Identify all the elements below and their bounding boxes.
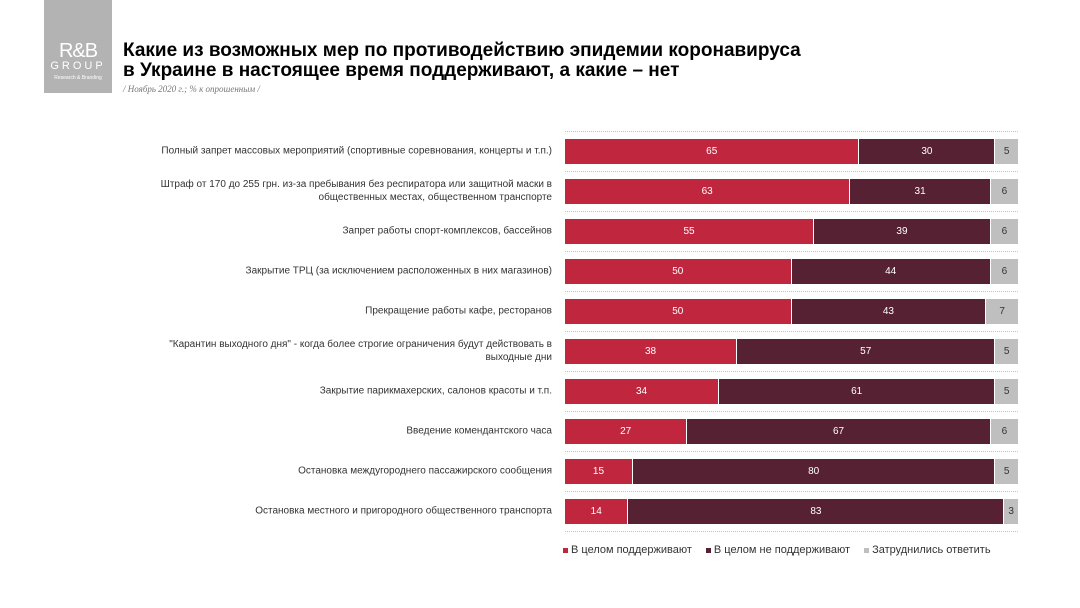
bar-segment: 31 bbox=[850, 179, 991, 204]
legend: В целом поддерживают В целом не поддержив… bbox=[563, 544, 991, 556]
chart-title: Какие из возможных мер по противодействи… bbox=[123, 40, 801, 81]
bar-segment: 34 bbox=[565, 379, 720, 404]
logo-text: GROUP bbox=[50, 60, 106, 72]
bar-segment: 5 bbox=[995, 459, 1018, 484]
gridline bbox=[565, 291, 1018, 292]
bar-segment: 44 bbox=[791, 259, 991, 284]
bar-segment: 63 bbox=[565, 179, 851, 204]
category-label: Полный запрет массовых мероприятий (спор… bbox=[161, 145, 552, 157]
gridline bbox=[565, 371, 1018, 372]
legend-item: В целом поддерживают bbox=[563, 544, 692, 556]
bar-segment: 6 bbox=[990, 419, 1018, 444]
bar-segment: 61 bbox=[719, 379, 996, 404]
category-label: Закрытие ТРЦ (за исключением расположенн… bbox=[245, 265, 552, 277]
gridline bbox=[565, 411, 1018, 412]
bar-segment: 39 bbox=[814, 219, 991, 244]
legend-label: В целом не поддерживают bbox=[713, 544, 851, 556]
bar-segment: 14 bbox=[565, 499, 629, 524]
gridline bbox=[565, 491, 1018, 492]
logo: R&B GROUP Research & Branding bbox=[44, 0, 112, 93]
bar-segment: 27 bbox=[565, 419, 688, 444]
category-label: Остановка местного и пригородного общест… bbox=[255, 505, 552, 517]
chart-subtitle: / Ноябрь 2020 г.; % к опрошенным / bbox=[123, 84, 260, 94]
category-label: Остановка междугороднего пассажирского с… bbox=[298, 465, 552, 477]
legend-swatch bbox=[705, 547, 711, 553]
bar-segment: 30 bbox=[859, 139, 996, 164]
category-label: Запрет работы спорт-комплексов, бассейно… bbox=[342, 225, 552, 237]
bar-segment: 7 bbox=[986, 299, 1018, 324]
bar-segment: 6 bbox=[990, 259, 1018, 284]
gridline bbox=[565, 171, 1018, 172]
bar-segment: 5 bbox=[995, 379, 1018, 404]
category-label: Штраф от 170 до 255 грн. из-за пребывани… bbox=[160, 179, 552, 203]
category-label: Введение комендантского часа bbox=[406, 425, 552, 437]
bar-segment: 83 bbox=[628, 499, 1005, 524]
category-label: "Карантин выходного дня" - когда более с… bbox=[169, 339, 552, 363]
bar-segment: 43 bbox=[791, 299, 987, 324]
legend-item: В целом не поддерживают bbox=[705, 544, 851, 556]
gridline bbox=[565, 331, 1018, 332]
bar-segment: 6 bbox=[990, 219, 1018, 244]
category-label: Закрытие парикмахерских, салонов красоты… bbox=[319, 385, 552, 397]
bar-segment: 5 bbox=[995, 339, 1018, 364]
bar-segment: 50 bbox=[565, 299, 792, 324]
legend-label: В целом поддерживают bbox=[571, 544, 692, 556]
gridline bbox=[565, 131, 1018, 132]
bar-segment: 3 bbox=[1004, 499, 1018, 524]
category-label: Прекращение работы кафе, ресторанов bbox=[365, 305, 552, 317]
legend-label: Затруднились ответить bbox=[872, 544, 991, 556]
gridline bbox=[565, 451, 1018, 452]
bar-segment: 15 bbox=[565, 459, 633, 484]
bar-segment: 5 bbox=[995, 139, 1018, 164]
gridline bbox=[565, 531, 1018, 532]
bar-segment: 80 bbox=[632, 459, 996, 484]
bar-segment: 57 bbox=[737, 339, 996, 364]
legend-item: Затруднились ответить bbox=[864, 544, 991, 556]
logo-text: Research & Branding bbox=[54, 75, 102, 81]
bar-segment: 67 bbox=[687, 419, 991, 444]
legend-swatch bbox=[864, 547, 870, 553]
legend-swatch bbox=[563, 547, 568, 553]
gridline bbox=[565, 251, 1018, 252]
gridline bbox=[565, 211, 1018, 212]
logo-text: R&B bbox=[58, 40, 98, 62]
bar-segment: 50 bbox=[565, 259, 792, 284]
bar-segment: 55 bbox=[565, 219, 815, 244]
bar-segment: 38 bbox=[565, 339, 738, 364]
bar-segment: 65 bbox=[565, 139, 860, 164]
bar-segment: 6 bbox=[990, 179, 1018, 204]
